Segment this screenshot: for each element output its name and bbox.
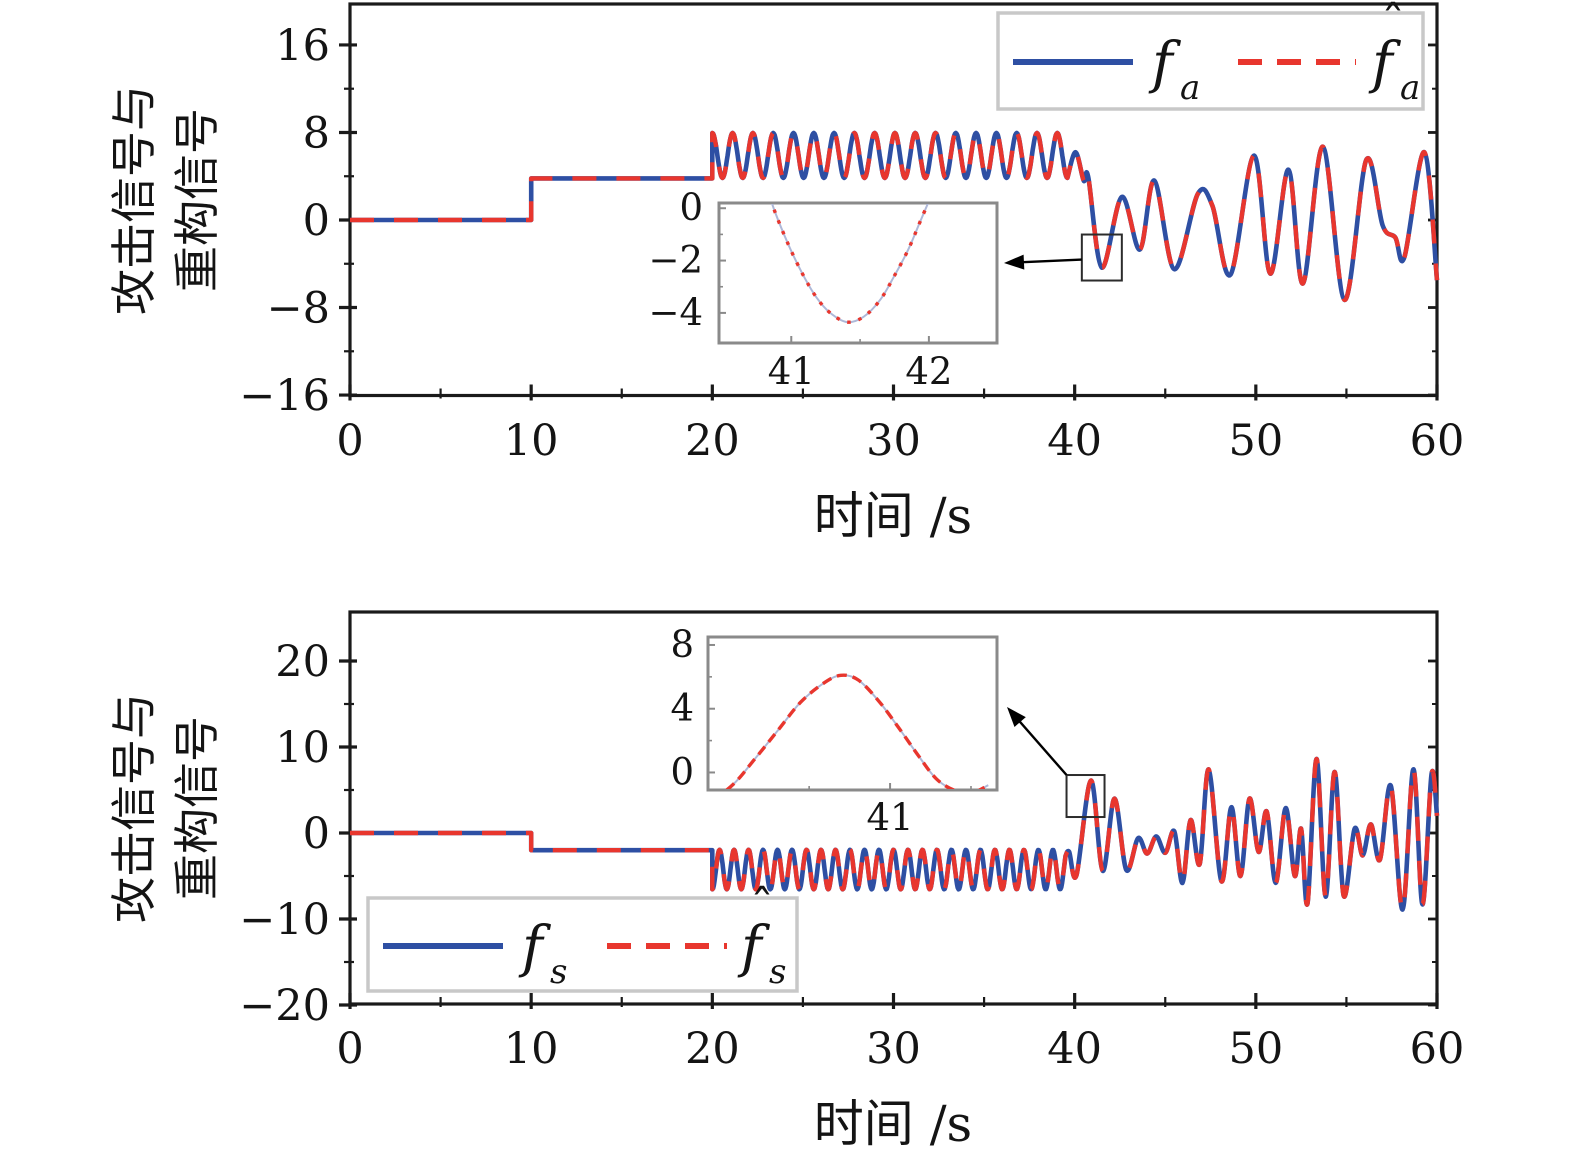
inset-curve-group bbox=[725, 673, 990, 789]
zoom-region-box bbox=[1080, 233, 1123, 282]
inset-y-tick-label: −4 bbox=[648, 291, 703, 334]
inset-x-tick-label: 42 bbox=[905, 350, 952, 393]
inset-frame bbox=[706, 635, 999, 792]
y-tick-label: 0 bbox=[303, 809, 330, 859]
x-tick-label: 20 bbox=[685, 416, 740, 466]
x-tick-label: 40 bbox=[1047, 1024, 1102, 1074]
inset-frame bbox=[717, 201, 999, 345]
y-tick-label: 10 bbox=[275, 723, 330, 773]
inset-x-tick-label: 41 bbox=[768, 350, 815, 393]
callout-arrow-line bbox=[1016, 258, 1082, 264]
x-tick-label: 60 bbox=[1410, 416, 1465, 466]
callout-arrow-line bbox=[1014, 715, 1068, 776]
inset-reconstructed-signal-line bbox=[725, 673, 990, 789]
x-tick-label: 60 bbox=[1410, 1024, 1465, 1074]
reconstructed-signal-line bbox=[350, 130, 1440, 303]
x-tick-label: 10 bbox=[504, 416, 559, 466]
inset-y-tick-label: −2 bbox=[648, 239, 703, 282]
y-tick-label: 16 bbox=[275, 21, 330, 71]
hat-accent-icon: ˆ bbox=[750, 880, 774, 936]
x-tick-label: 30 bbox=[866, 416, 921, 466]
legend-label-sub-1: s bbox=[769, 952, 786, 992]
x-tick-label: 0 bbox=[336, 1024, 363, 1074]
y-tick-label: −10 bbox=[239, 895, 330, 945]
y-axis-title-top-line2: 重构信号 bbox=[170, 108, 224, 292]
y-axis-title-bottom-line1: 攻击信号与 bbox=[107, 693, 161, 923]
y-tick-label: 20 bbox=[275, 637, 330, 687]
inset-attack-signal-line bbox=[771, 204, 929, 324]
callout-arrowhead-icon bbox=[1007, 707, 1026, 727]
y-tick-label: 0 bbox=[303, 196, 330, 246]
inset-y-tick-label: 8 bbox=[670, 623, 694, 666]
y-axis-title-top-line1: 攻击信号与 bbox=[107, 85, 161, 315]
reconstructed-signal-line bbox=[350, 756, 1440, 912]
hat-accent-icon: ˆ bbox=[1381, 0, 1405, 52]
inset-y-tick-label: 0 bbox=[679, 186, 703, 229]
legend-label-sub-1: a bbox=[1400, 68, 1420, 108]
x-axis-title-bottom: 时间 /s bbox=[814, 1095, 972, 1153]
x-tick-label: 0 bbox=[336, 416, 363, 466]
inset-y-tick-label: 4 bbox=[670, 687, 694, 730]
y-tick-label: −16 bbox=[239, 371, 330, 421]
callout-arrowhead-icon bbox=[1004, 254, 1025, 270]
zoom-region-box bbox=[1065, 774, 1106, 819]
y-tick-label: −8 bbox=[267, 284, 330, 334]
inset-curve-group bbox=[770, 204, 930, 324]
y-axis-title-bottom-line2: 重构信号 bbox=[170, 716, 224, 900]
legend-label-sub-0: a bbox=[1180, 68, 1200, 108]
legend-label-sub-0: s bbox=[550, 952, 567, 992]
x-tick-label: 10 bbox=[504, 1024, 559, 1074]
x-tick-label: 30 bbox=[866, 1024, 921, 1074]
y-tick-label: 8 bbox=[303, 108, 330, 158]
x-tick-label: 20 bbox=[685, 1024, 740, 1074]
y-tick-label: −20 bbox=[239, 981, 330, 1031]
inset-y-tick-label: 0 bbox=[670, 750, 694, 793]
x-tick-label: 50 bbox=[1228, 1024, 1283, 1074]
x-tick-label: 40 bbox=[1047, 416, 1102, 466]
x-tick-label: 50 bbox=[1228, 416, 1283, 466]
x-axis-title-top: 时间 /s bbox=[814, 487, 972, 545]
inset-x-tick-label: 41 bbox=[867, 796, 914, 839]
